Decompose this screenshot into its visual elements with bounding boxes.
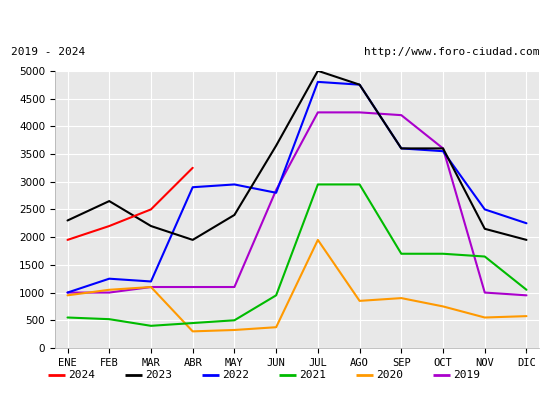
Text: 2019 - 2024: 2019 - 2024: [11, 47, 85, 57]
Text: 2019: 2019: [453, 370, 480, 380]
Text: 2024: 2024: [68, 370, 95, 380]
Text: Evolucion Nº Turistas Extranjeros en el municipio de Mutxamel: Evolucion Nº Turistas Extranjeros en el …: [31, 12, 519, 26]
Text: 2021: 2021: [299, 370, 326, 380]
Text: 2020: 2020: [376, 370, 403, 380]
Text: 2022: 2022: [222, 370, 249, 380]
Text: http://www.foro-ciudad.com: http://www.foro-ciudad.com: [364, 47, 539, 57]
Text: 2023: 2023: [145, 370, 172, 380]
